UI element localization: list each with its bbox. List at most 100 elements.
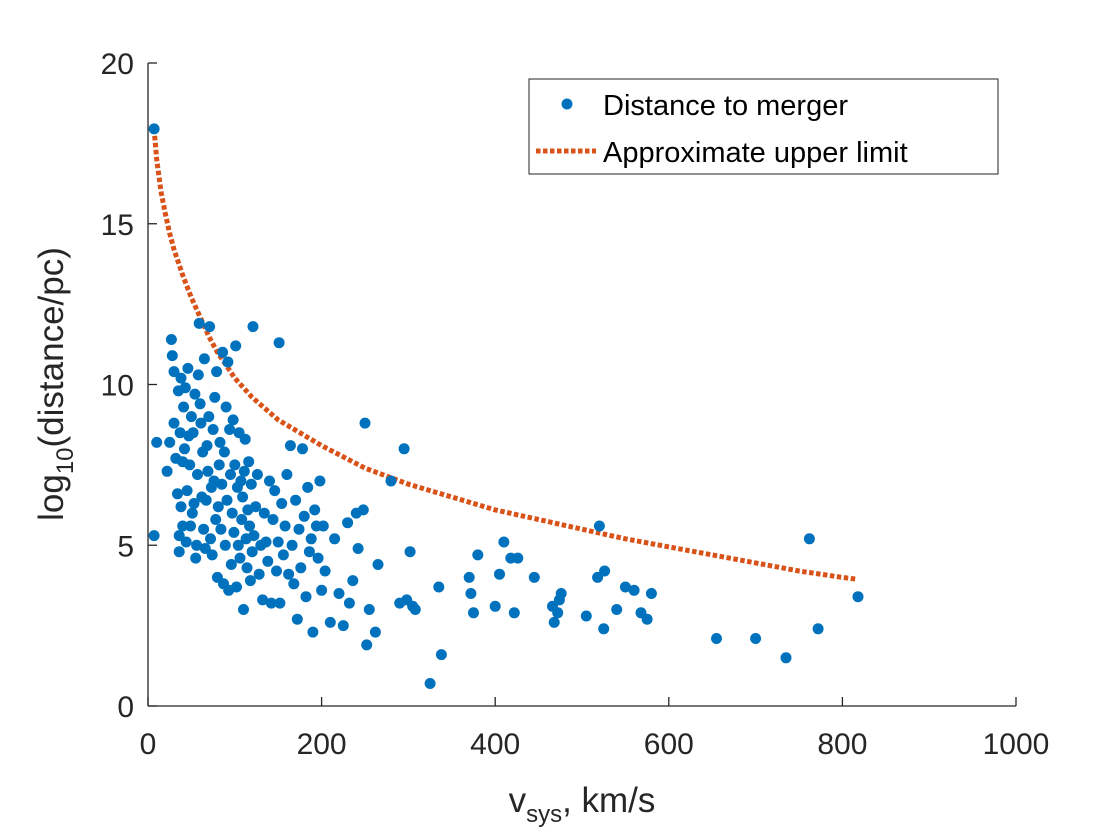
scatter-point bbox=[284, 440, 296, 452]
scatter-point bbox=[264, 475, 275, 487]
y-ticks: 0 5 10 15 20 bbox=[101, 48, 157, 724]
scatter-point bbox=[494, 568, 505, 580]
scatter-point bbox=[181, 485, 193, 497]
scatter-point bbox=[189, 388, 201, 400]
scatter-point bbox=[293, 523, 305, 535]
scatter-point bbox=[645, 588, 657, 599]
y-tick-label: 10 bbox=[101, 370, 134, 403]
scatter-point bbox=[298, 510, 310, 522]
legend-scatter-marker bbox=[561, 98, 573, 110]
scatter-point bbox=[409, 604, 421, 615]
scatter-point bbox=[803, 533, 815, 545]
scatter-points-layer bbox=[148, 123, 864, 689]
scatter-point bbox=[180, 536, 192, 548]
scatter-point bbox=[463, 571, 475, 583]
scatter-point bbox=[243, 456, 255, 468]
scatter-point bbox=[244, 520, 256, 532]
y-tick-label: 0 bbox=[117, 691, 134, 724]
scatter-point bbox=[194, 398, 206, 410]
scatter-point bbox=[246, 546, 258, 558]
scatter-point bbox=[182, 362, 194, 374]
scatter-point bbox=[273, 337, 285, 349]
scatter-point bbox=[201, 440, 213, 452]
x-ticks: 0 200 400 600 800 1000 bbox=[140, 697, 1049, 761]
x-tick-label: 0 bbox=[140, 728, 157, 761]
scatter-point bbox=[528, 571, 540, 583]
scatter-point bbox=[283, 568, 295, 580]
scatter-point bbox=[258, 507, 270, 519]
scatter-point bbox=[363, 604, 375, 615]
scatter-point bbox=[190, 552, 202, 564]
scatter-point bbox=[277, 549, 289, 561]
y-tick-label: 15 bbox=[101, 209, 134, 242]
scatter-point bbox=[372, 559, 384, 570]
scatter-point bbox=[512, 552, 524, 564]
scatter-point bbox=[148, 530, 160, 542]
scatter-point bbox=[361, 639, 373, 651]
scatter-point bbox=[272, 536, 284, 548]
legend-scatter-label: Distance to merger bbox=[603, 90, 848, 122]
scatter-point bbox=[245, 478, 257, 490]
scatter-point bbox=[598, 623, 610, 635]
scatter-point bbox=[548, 616, 560, 628]
y-tick-label: 5 bbox=[117, 530, 134, 563]
scatter-point bbox=[750, 633, 762, 644]
scatter-point bbox=[248, 530, 260, 542]
scatter-point bbox=[592, 571, 604, 583]
scatter-point bbox=[239, 433, 251, 445]
scatter-point bbox=[352, 543, 364, 554]
scatter-point bbox=[262, 555, 274, 567]
scatter-point bbox=[185, 520, 196, 532]
legend-line-label: Approximate upper limit bbox=[603, 137, 908, 169]
scatter-point bbox=[290, 494, 302, 506]
scatter-point bbox=[198, 523, 210, 535]
scatter-point bbox=[286, 539, 298, 551]
scatter-point bbox=[220, 401, 232, 413]
scatter-point bbox=[297, 443, 308, 455]
scatter-point bbox=[200, 494, 212, 506]
scatter-point bbox=[309, 504, 321, 516]
scatter-point bbox=[187, 427, 199, 439]
scatter-point bbox=[173, 546, 185, 558]
scatter-point bbox=[307, 626, 319, 638]
scatter-point bbox=[316, 584, 328, 596]
scatter-point bbox=[641, 613, 653, 625]
scatter-point bbox=[780, 652, 792, 664]
scatter-point bbox=[238, 465, 250, 477]
scatter-point bbox=[203, 411, 215, 423]
scatter-point bbox=[209, 391, 221, 403]
scatter-point bbox=[227, 414, 239, 426]
scatter-point bbox=[265, 597, 277, 609]
scatter-point bbox=[168, 417, 180, 429]
scatter-point bbox=[235, 475, 247, 487]
scatter-point bbox=[174, 427, 186, 439]
scatter-point bbox=[199, 543, 211, 554]
scatter-point bbox=[212, 501, 224, 513]
scatter-point bbox=[226, 507, 238, 519]
scatter-point bbox=[236, 514, 248, 525]
scatter-point bbox=[229, 459, 241, 471]
scatter-point bbox=[215, 523, 227, 535]
scatter-point bbox=[175, 372, 187, 384]
scatter-point bbox=[225, 469, 236, 480]
scatter-point bbox=[359, 417, 371, 429]
scatter-point bbox=[230, 340, 242, 352]
scatter-point bbox=[192, 469, 203, 480]
scatter-point bbox=[333, 588, 345, 599]
scatter-point bbox=[274, 597, 286, 609]
scatter-point bbox=[288, 578, 300, 590]
scatter-point bbox=[148, 123, 160, 135]
x-tick-label: 400 bbox=[470, 728, 520, 761]
scatter-point bbox=[247, 321, 259, 333]
scatter-point bbox=[337, 620, 349, 632]
scatter-point bbox=[271, 565, 282, 577]
scatter-point bbox=[317, 520, 329, 532]
scatter-point bbox=[177, 520, 189, 532]
scatter-point bbox=[221, 494, 233, 506]
scatter-point bbox=[219, 539, 231, 551]
scatter-point bbox=[204, 321, 216, 333]
scatter-point bbox=[599, 565, 611, 577]
x-tick-label: 200 bbox=[297, 728, 347, 761]
scatter-point bbox=[291, 613, 303, 625]
scatter-point bbox=[211, 366, 223, 378]
